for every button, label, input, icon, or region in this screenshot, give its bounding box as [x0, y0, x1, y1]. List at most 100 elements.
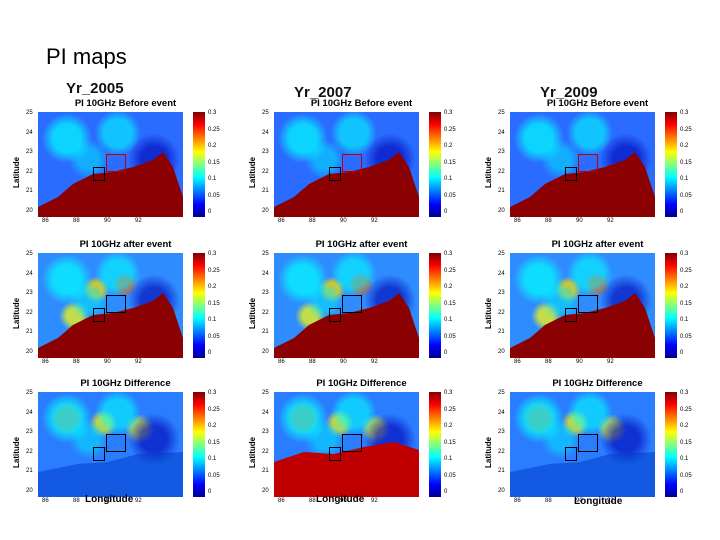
lat-tick-label: 23	[26, 429, 33, 435]
colorbar-tick-label: 0.1	[680, 317, 689, 323]
lat-tick-label: 23	[26, 290, 33, 296]
colorbar-tick-label: 0.15	[680, 300, 692, 307]
colorbar-tick-label: 0.05	[444, 333, 456, 340]
lat-tick-label: 24	[26, 270, 33, 277]
pi-heatmap	[274, 253, 419, 358]
slide-title: PI maps	[46, 44, 127, 69]
year-label-2009: Yr_2009	[540, 84, 598, 101]
study-region-box	[329, 447, 341, 461]
panel-title: PI 10GHz Difference	[552, 378, 643, 389]
y-axis-label: Latitude	[248, 436, 257, 468]
pi-heatmap	[510, 392, 655, 497]
lat-tick-label: 25	[498, 110, 505, 116]
y-axis-label: Latitude	[12, 156, 21, 188]
lat-tick-label: 20	[498, 207, 505, 214]
colorbar-tick-label: 0.15	[444, 439, 456, 446]
pi-panel-2009-difference: PI 10GHz Difference Latitude 25 24 23 22 21 20 8…	[484, 378, 705, 504]
colorbar-tick-label: 0.1	[208, 317, 217, 323]
pi-heatmap	[510, 112, 655, 217]
lat-tick-label: 22	[498, 448, 505, 455]
colorbar-tick-label: 0.3	[208, 251, 217, 257]
colorbar-tick-label: 0.2	[680, 284, 689, 290]
lon-tick-label: 88	[73, 359, 80, 365]
lon-tick-label: 86	[42, 498, 49, 504]
lat-tick-label: 25	[26, 110, 33, 116]
lon-tick-label: 88	[73, 498, 80, 504]
landmass-overlay	[38, 293, 183, 358]
lat-tick-label: 25	[262, 110, 269, 116]
colorbar-tick-label: 0.05	[680, 472, 692, 479]
pi-panel-2007-before: PI 10GHz Before event Latitude 25 24 23 22 21 2…	[248, 98, 469, 224]
pi-heatmap	[274, 112, 419, 217]
panel-title: PI 10GHz Difference	[80, 378, 171, 389]
x-axis-label-col1: Longitude	[85, 494, 134, 505]
colorbar-tick-label: 0.15	[444, 159, 456, 166]
y-axis-label: Latitude	[248, 156, 257, 188]
study-region-box	[565, 167, 577, 181]
year-label-2007: Yr_2007	[294, 84, 352, 101]
colorbar-tick-label: 0.15	[680, 439, 692, 446]
colorbar-tick-label: 0.25	[444, 406, 456, 413]
landmass-overlay	[38, 152, 183, 217]
colorbar-tick-label: 0.2	[208, 143, 217, 149]
colorbar-tick-label: 0.1	[444, 176, 453, 182]
colorbar-tick-label: 0	[444, 350, 448, 356]
colorbar-tick-label: 0.3	[680, 251, 689, 257]
reference-region-box	[578, 295, 598, 313]
panel-title: PI 10GHz after event	[315, 239, 408, 250]
colorbar-tick-label: 0	[680, 209, 684, 215]
lon-tick-label: 86	[514, 218, 521, 224]
y-axis-label: Latitude	[484, 156, 493, 188]
lat-tick-label: 24	[498, 409, 505, 416]
colorbar-tick-label: 0.3	[208, 110, 217, 116]
colorbar-tick-label: 0.2	[208, 423, 217, 429]
colorbar-tick-label: 0.05	[208, 472, 220, 479]
lon-tick-label: 92	[607, 218, 614, 224]
lat-tick-label: 21	[498, 188, 505, 194]
colorbar-tick-label: 0.1	[208, 176, 217, 182]
pi-heatmap	[38, 392, 183, 497]
reference-region-box	[106, 434, 126, 452]
pi-panel-2007-difference: PI 10GHz Difference Latitude 25 24 23 22 21 20 8…	[248, 378, 469, 504]
lat-tick-label: 22	[498, 309, 505, 316]
colorbar	[429, 392, 441, 497]
lat-tick-label: 24	[26, 129, 33, 136]
year-label-2005: Yr_2005	[66, 80, 124, 97]
lon-tick-label: 92	[135, 218, 142, 224]
colorbar-tick-label: 0	[444, 489, 448, 495]
lat-tick-label: 24	[26, 409, 33, 416]
lon-tick-label: 88	[73, 218, 80, 224]
colorbar-tick-label: 0.25	[208, 267, 220, 274]
colorbar-tick-label: 0.1	[444, 317, 453, 323]
lat-tick-label: 20	[262, 348, 269, 355]
lon-tick-label: 86	[42, 359, 49, 365]
lat-tick-label: 23	[498, 149, 505, 155]
lon-tick-label: 88	[545, 218, 552, 224]
lon-tick-label: 92	[371, 498, 378, 504]
landmass-overlay	[274, 442, 419, 497]
colorbar-tick-label: 0.3	[680, 110, 689, 116]
lon-tick-label: 90	[576, 218, 583, 224]
panel-title: PI 10GHz Before event	[546, 98, 649, 109]
lat-tick-label: 25	[498, 251, 505, 257]
landmass-overlay	[510, 152, 655, 217]
y-axis-label: Latitude	[484, 297, 493, 329]
landmass-overlay	[510, 293, 655, 358]
lat-tick-label: 24	[262, 270, 269, 277]
reference-region-box	[106, 154, 126, 172]
colorbar-tick-label: 0	[208, 209, 212, 215]
colorbar-tick-label: 0.3	[444, 390, 453, 396]
colorbar-tick-label: 0.05	[208, 333, 220, 340]
reference-region-box	[342, 295, 362, 313]
colorbar-tick-label: 0.25	[444, 126, 456, 133]
colorbar-tick-label: 0.15	[208, 439, 220, 446]
colorbar-tick-label: 0.2	[680, 143, 689, 149]
lat-tick-label: 23	[262, 290, 269, 296]
lat-tick-label: 22	[26, 309, 33, 316]
colorbar-tick-label: 0.05	[680, 333, 692, 340]
colorbar-tick-label: 0.25	[444, 267, 456, 274]
lon-tick-label: 92	[607, 359, 614, 365]
pi-panel-2005-difference: PI 10GHz Difference Latitude 25 24 23 22 21 20 8…	[12, 378, 233, 504]
lat-tick-label: 21	[26, 188, 33, 194]
colorbar-tick-label: 0.25	[680, 267, 692, 274]
